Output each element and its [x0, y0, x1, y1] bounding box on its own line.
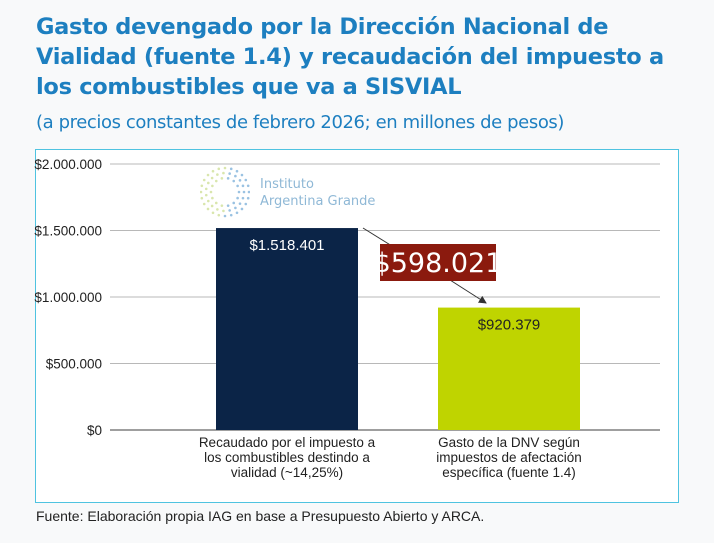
logo-dot	[216, 208, 219, 211]
logo-dot	[211, 211, 215, 215]
logo-dot	[246, 196, 250, 200]
y-tick-label: $1.000.000	[34, 290, 102, 305]
logo-dot	[228, 209, 231, 212]
logo-dot	[200, 184, 204, 188]
logo-dot	[214, 179, 218, 183]
logo-dot	[211, 184, 214, 188]
x-category-label: vialidad (~14,25%)	[231, 465, 343, 480]
logo-dot	[217, 167, 221, 171]
logo-dot	[220, 204, 224, 207]
logo-dot	[226, 177, 230, 180]
logo-dot	[229, 167, 233, 171]
bar	[216, 228, 358, 430]
logo-dot	[242, 190, 246, 194]
logo-dot	[216, 173, 219, 176]
logo-icon	[200, 166, 250, 218]
logo-dot	[241, 196, 245, 200]
y-tick-label: $0	[87, 423, 102, 438]
logo-dot	[206, 207, 210, 211]
logo-dot	[235, 169, 239, 173]
logo-dot	[238, 179, 242, 182]
logo-dot	[244, 178, 248, 182]
logo-dot	[232, 179, 236, 183]
logo-dot	[228, 172, 231, 175]
bar	[438, 307, 580, 430]
logo-dot	[238, 202, 242, 205]
difference-label: $598.021	[374, 248, 503, 279]
logo-dot	[241, 184, 245, 188]
logo-dot	[222, 171, 225, 175]
logo-dot	[204, 193, 208, 197]
logo-dot	[236, 184, 239, 188]
logo-line1: Instituto	[260, 177, 314, 192]
logo-dot	[234, 206, 237, 210]
logo-dot	[246, 184, 250, 188]
logo-dot	[244, 202, 248, 206]
x-category-label: Gasto de la DNV según	[438, 435, 580, 450]
annotation-line	[362, 227, 393, 247]
logo-dot	[235, 211, 239, 215]
logo-dot	[214, 201, 218, 205]
chart-subtitle: (a precios constantes de febrero 2026; e…	[36, 112, 565, 133]
logo-dot	[211, 169, 215, 173]
logo-dot	[210, 176, 214, 180]
y-tick-label: $500.000	[46, 357, 102, 372]
logo-dot	[222, 209, 225, 213]
x-category-label: específica (fuente 1.4)	[442, 465, 576, 480]
logo-dot	[209, 190, 213, 194]
logo-dot	[240, 207, 244, 211]
bar-value-label: $920.379	[478, 317, 541, 334]
logo-dot	[229, 213, 233, 217]
logo-dot	[206, 173, 210, 177]
logo-dot	[237, 190, 241, 194]
logo-dot	[223, 214, 227, 218]
logo-dot	[204, 187, 208, 191]
difference-label-bg	[380, 244, 496, 281]
logo-dot	[226, 204, 230, 207]
logo-dot	[232, 201, 236, 205]
x-category-label: Recaudado por el impuesto a	[199, 435, 376, 450]
logo-dot	[202, 178, 206, 182]
logo-dot	[236, 196, 239, 200]
logo-dot	[220, 177, 224, 180]
logo-dot	[240, 173, 244, 177]
logo-dot	[206, 199, 210, 203]
bar-value-label: $1.518.401	[249, 237, 324, 254]
logo-dot	[202, 202, 206, 206]
logo-dot	[211, 196, 214, 200]
logo-dot	[247, 190, 250, 194]
annotation-arrow	[449, 279, 487, 304]
logo-dot	[200, 190, 203, 194]
logo-line2: Argentina Grande	[260, 194, 376, 209]
chart-title: Gasto devengado por la Dirección Naciona…	[36, 14, 664, 100]
logo-dot	[206, 181, 210, 185]
logo-dot	[200, 196, 204, 200]
logo-dot	[223, 166, 227, 170]
y-tick-label: $2.000.000	[34, 157, 102, 172]
x-category-label: impuestos de afectación	[436, 450, 582, 465]
source-note: Fuente: Elaboración propia IAG en base a…	[36, 508, 485, 524]
logo-dot	[217, 213, 221, 217]
x-category-label: los combustibles destindo a	[204, 450, 370, 465]
logo-dot	[234, 174, 237, 178]
logo-text: Instituto Argentina Grande	[260, 176, 375, 210]
y-tick-label: $1.500.000	[34, 224, 102, 239]
logo-dot	[210, 204, 214, 208]
